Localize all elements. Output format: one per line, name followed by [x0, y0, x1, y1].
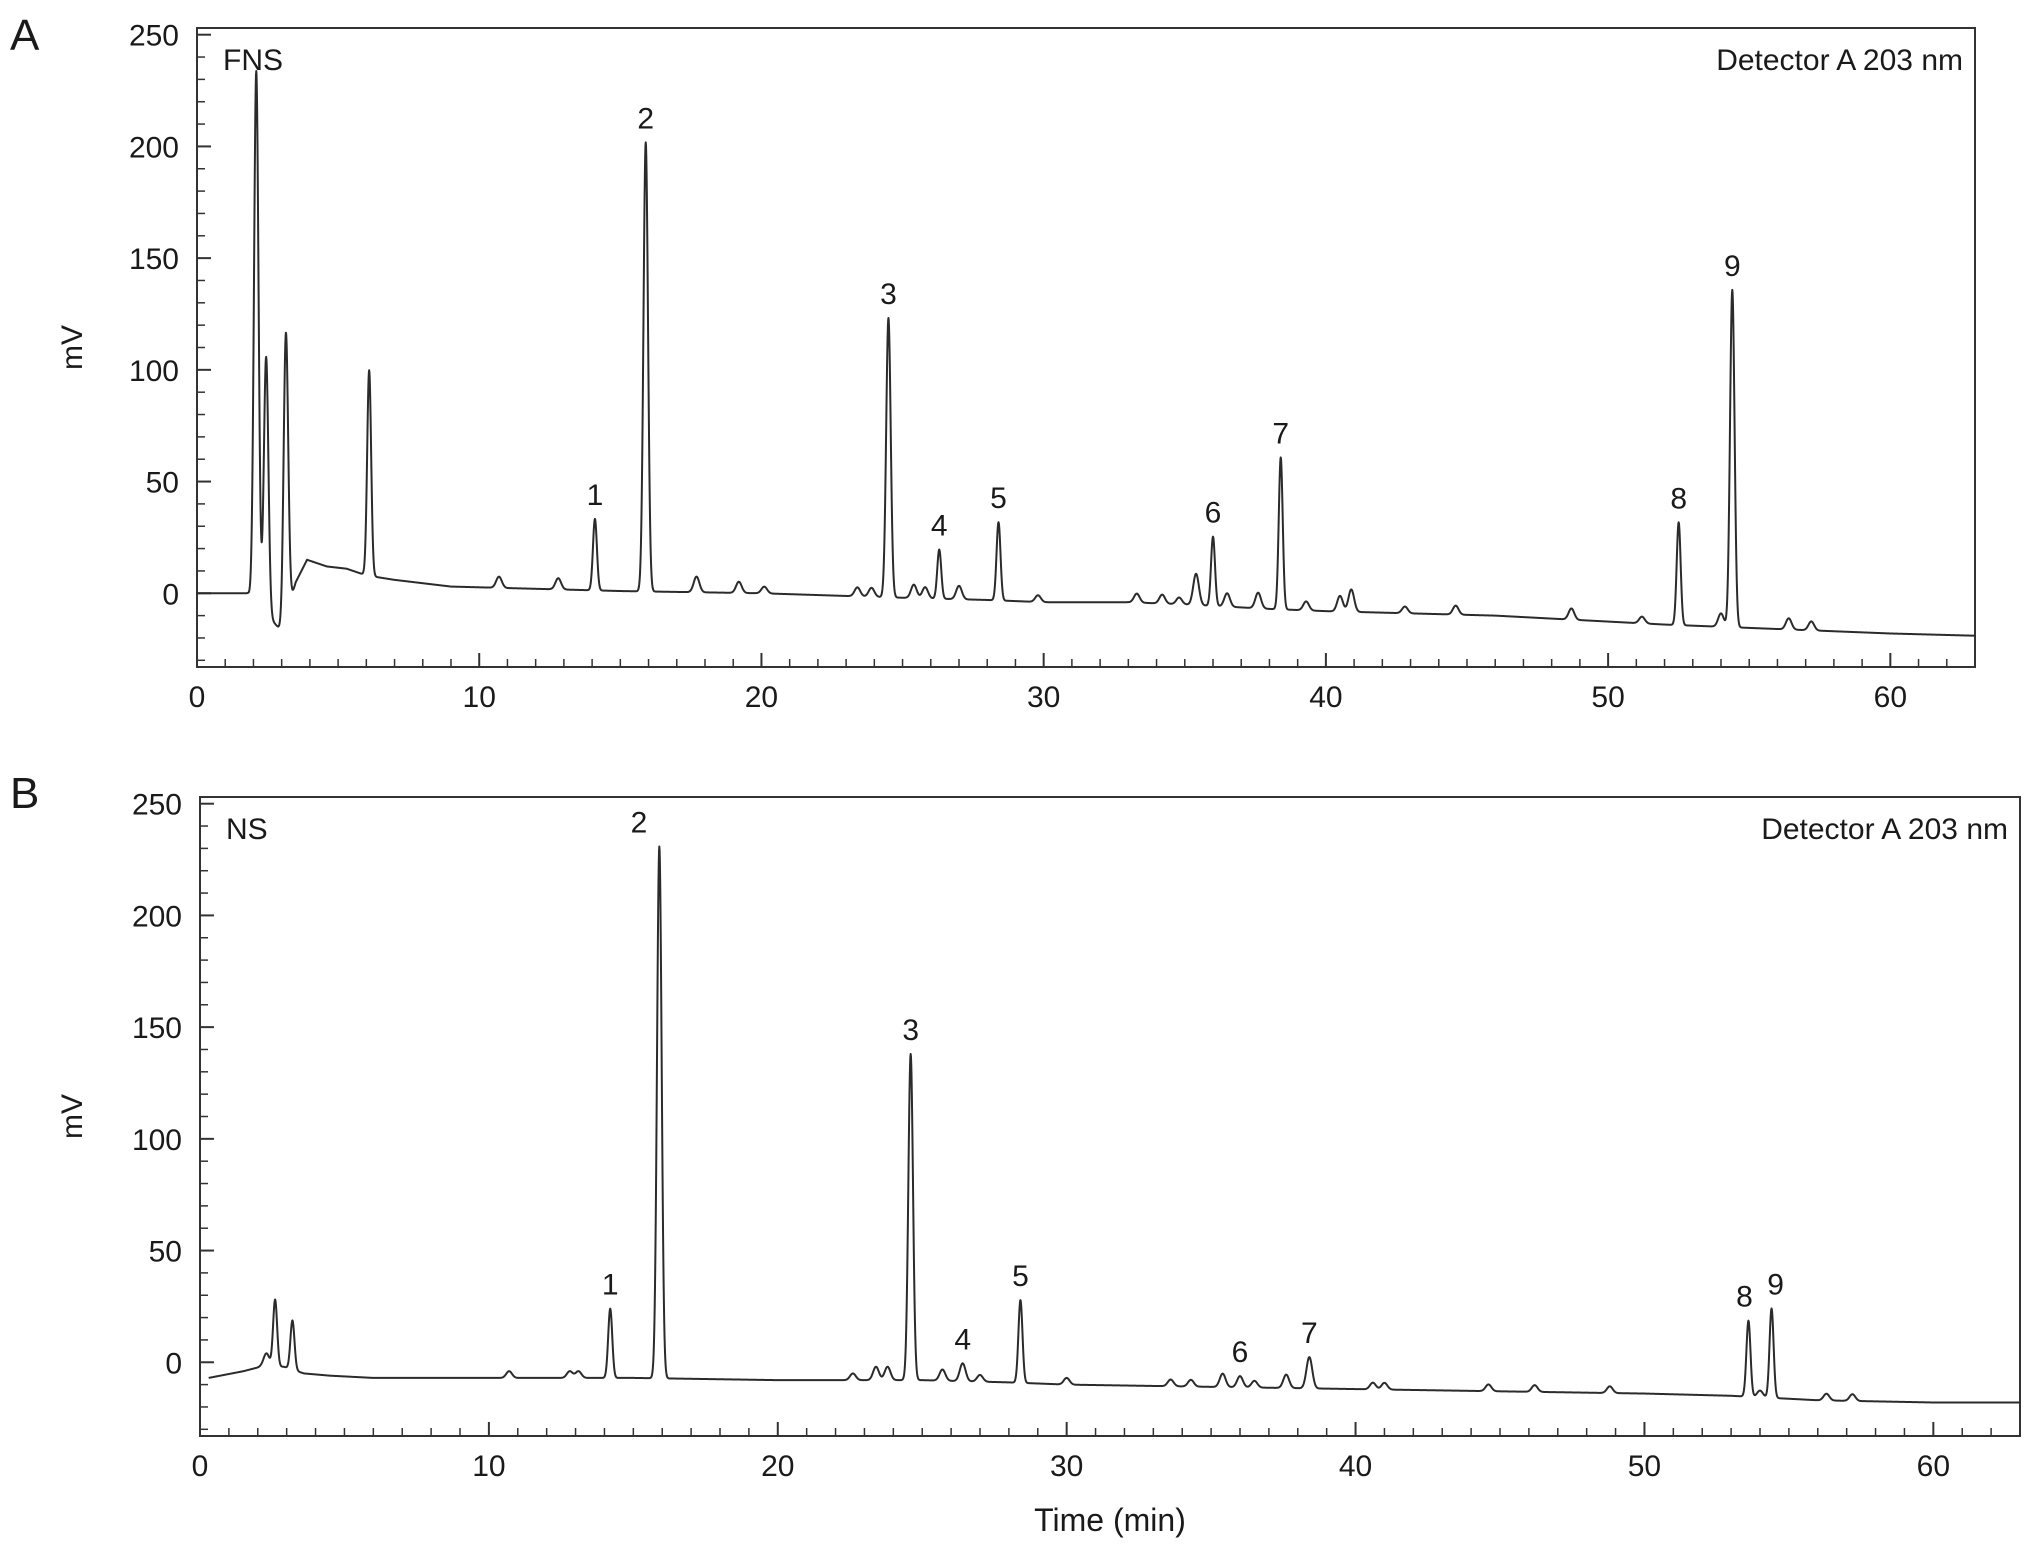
peak-label: 2: [637, 102, 654, 135]
peak-label: 9: [1724, 250, 1741, 283]
y-tick-label: 200: [129, 131, 179, 164]
y-tick-label: 150: [129, 243, 179, 276]
peak-label: 8: [1670, 482, 1687, 515]
peak-label: 8: [1736, 1281, 1753, 1314]
y-axis-label: mV: [56, 1094, 89, 1139]
x-tick-label: 50: [1628, 1450, 1661, 1483]
x-tick-label: 20: [761, 1450, 794, 1483]
peak-label: 7: [1272, 417, 1289, 450]
x-tick-label: 0: [192, 1450, 209, 1483]
peak-label: 9: [1767, 1268, 1784, 1301]
y-tick-label: 200: [132, 900, 182, 933]
x-tick-label: 30: [1027, 681, 1060, 714]
panel-b: 0 10 20 30 40 50 60 0 50 100 150 200 250 B NS Detector …: [10, 769, 2021, 1538]
y-tick-label: 100: [132, 1124, 182, 1157]
y-tick-label: 0: [165, 1347, 182, 1380]
detector-label: Detector A 203 nm: [1761, 813, 2008, 846]
sample-label: FNS: [223, 44, 283, 77]
y-tick-label: 150: [132, 1012, 182, 1045]
y-tick-label: 100: [129, 355, 179, 388]
x-tick-label: 20: [745, 681, 778, 714]
peak-label: 2: [631, 807, 648, 840]
peak-label: 7: [1301, 1317, 1318, 1350]
x-tick-label: 10: [463, 681, 496, 714]
y-axis-label: mV: [56, 325, 89, 370]
x-tick-label: 30: [1050, 1450, 1083, 1483]
sample-label: NS: [226, 813, 268, 846]
panel-letter: B: [10, 769, 39, 818]
plot-frame: [196, 27, 1976, 668]
peak-label: 4: [954, 1323, 971, 1356]
y-tick-label: 50: [149, 1236, 182, 1269]
y-tick-label: 0: [162, 578, 179, 611]
peak-label: 3: [902, 1014, 919, 1047]
x-tick-label: 50: [1591, 681, 1624, 714]
peak-label: 4: [931, 510, 948, 543]
detector-label: Detector A 203 nm: [1716, 44, 1963, 77]
x-tick-label: 10: [472, 1450, 505, 1483]
chromatogram-trace: [196, 69, 1976, 637]
peak-label: 1: [587, 479, 604, 512]
x-tick-label: 40: [1309, 681, 1342, 714]
peak-label: 6: [1205, 497, 1222, 530]
y-tick-label: 50: [146, 467, 179, 500]
peak-label: 6: [1232, 1336, 1249, 1369]
y-tick-label: 250: [132, 789, 182, 822]
x-tick-label: 60: [1874, 681, 1907, 714]
peak-label: 1: [602, 1269, 619, 1302]
chromatogram-trace: [207, 845, 2021, 1404]
peak-label: 5: [990, 482, 1007, 515]
x-tick-label: 40: [1339, 1450, 1372, 1483]
peak-label: 3: [880, 278, 897, 311]
x-axis-label: Time (min): [1034, 1502, 1186, 1538]
panel-a: 0 10 20 30 40 50 60 0 50 100 150 200 250 A FNS Detector…: [10, 11, 1976, 714]
x-tick-label: 60: [1917, 1450, 1950, 1483]
y-tick-label: 250: [129, 20, 179, 53]
panel-letter: A: [10, 11, 40, 60]
x-tick-label: 0: [189, 681, 206, 714]
peak-label: 5: [1012, 1260, 1029, 1293]
